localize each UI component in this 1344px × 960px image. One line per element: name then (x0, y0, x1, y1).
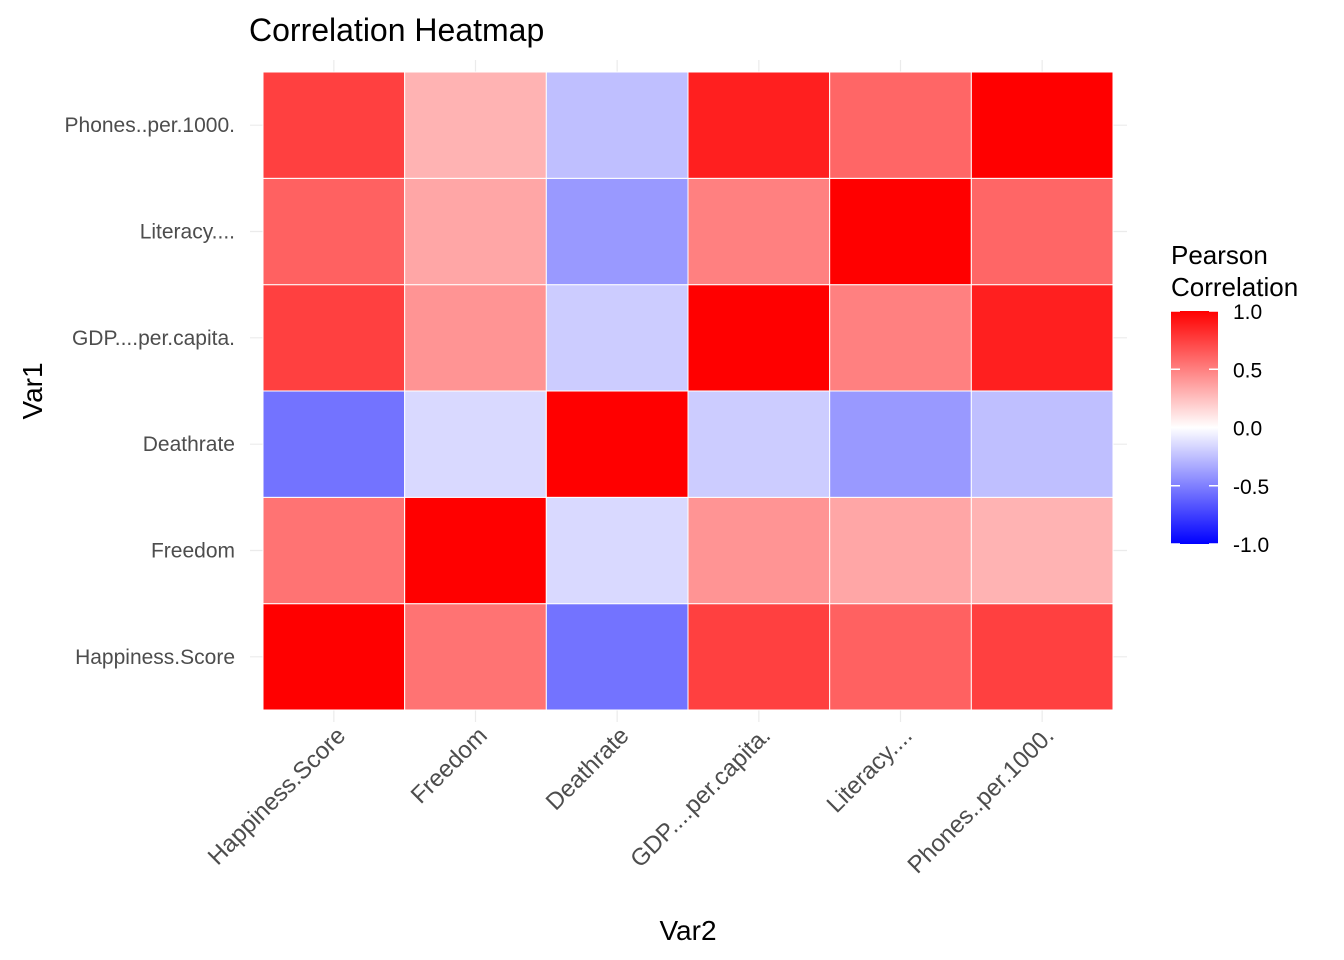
heatmap-cell-literacy-gdp-per-capita (687, 177, 831, 286)
heatmap-cell-phones-per-1000-phones-per-1000 (970, 71, 1114, 179)
x-tick-label: GDP....per.capita. (625, 722, 776, 873)
heatmap-cell-gdp-per-capita-deathrate (545, 284, 689, 392)
heatmap-cell-literacy-deathrate (545, 177, 689, 286)
heatmap-cell-gdp-per-capita-gdp-per-capita (687, 284, 831, 392)
y-tick-label: Happiness.Score (75, 646, 235, 669)
legend-tick-label: 0.0 (1233, 418, 1262, 441)
x-tick-label: Freedom (406, 722, 493, 809)
heatmap-cell-gdp-per-capita-phones-per-1000 (970, 284, 1114, 392)
y-tick-label: Phones..per.1000. (65, 114, 235, 137)
heatmap-cell-gdp-per-capita-happiness-score (262, 284, 406, 392)
heatmap-cell-freedom-literacy (829, 496, 972, 605)
heatmap-cells (262, 71, 1114, 711)
chart-title: Correlation Heatmap (249, 12, 544, 48)
heatmap-cell-gdp-per-capita-literacy (829, 284, 972, 392)
heatmap-cell-deathrate-gdp-per-capita (687, 390, 831, 498)
x-tick-label: Happiness.Score (203, 722, 351, 870)
heatmap-cell-freedom-phones-per-1000 (970, 496, 1114, 605)
heatmap-cell-happiness-score-literacy (829, 603, 972, 711)
heatmap-cell-deathrate-deathrate (545, 390, 689, 498)
heatmap-cell-happiness-score-gdp-per-capita (687, 603, 831, 711)
x-tick-label: Phones..per.1000. (903, 722, 1060, 879)
heatmap-cell-deathrate-literacy (829, 390, 972, 498)
heatmap-cell-freedom-gdp-per-capita (687, 496, 831, 605)
heatmap-cell-freedom-happiness-score (262, 496, 406, 605)
heatmap-cell-gdp-per-capita-freedom (404, 284, 547, 392)
heatmap-cell-freedom-deathrate (545, 496, 689, 605)
x-axis-ticks: Happiness.Score Freedom DeathrateGDP....pe… (203, 722, 1060, 879)
heatmap-cell-deathrate-happiness-score (262, 390, 406, 498)
heatmap-cell-phones-per-1000-deathrate (545, 71, 689, 179)
y-tick-label: GDP....per.capita. (72, 327, 235, 350)
y-tick-label: Literacy.... (140, 221, 235, 244)
heatmap-cell-literacy-freedom (404, 177, 547, 286)
heatmap-cell-literacy-happiness-score (262, 177, 406, 286)
heatmap-cell-literacy-literacy (829, 177, 972, 286)
heatmap-cell-deathrate-freedom (404, 390, 547, 498)
heatmap-cell-phones-per-1000-freedom (404, 71, 547, 179)
heatmap-cell-literacy-phones-per-1000 (970, 177, 1114, 286)
legend: Pearson Correlation 1.0 0.5 0.0 -0.5 -1.0 (1171, 240, 1298, 557)
legend-ticks: 1.0 0.5 0.0 -0.5 -1.0 (1171, 301, 1269, 557)
heatmap-cell-deathrate-phones-per-1000 (970, 390, 1114, 498)
x-tick-label: Deathrate (541, 722, 635, 816)
legend-tick-label: 0.5 (1233, 359, 1262, 382)
heatmap-cell-phones-per-1000-gdp-per-capita (687, 71, 831, 179)
y-axis-ticks: Happiness.Score Freedom Deathrate GDP....pe… (65, 114, 235, 669)
heatmap-cell-happiness-score-freedom (404, 603, 547, 711)
legend-tick-label: -1.0 (1233, 534, 1269, 557)
y-tick-label: Freedom (151, 540, 235, 563)
legend-title-line-1: Pearson (1171, 240, 1268, 270)
heatmap-cell-phones-per-1000-happiness-score (262, 71, 406, 179)
heatmap-cell-happiness-score-deathrate (545, 603, 689, 711)
y-tick-label: Deathrate (143, 433, 235, 456)
legend-title-line-2: Correlation (1171, 272, 1298, 302)
legend-tick-label: -0.5 (1233, 476, 1269, 499)
heatmap-cell-happiness-score-phones-per-1000 (970, 603, 1114, 711)
y-axis-title: Var1 (17, 362, 48, 419)
heatmap-cell-happiness-score-happiness-score (262, 603, 406, 711)
heatmap-cell-phones-per-1000-literacy (829, 71, 972, 179)
x-axis-title: Var2 (659, 915, 716, 946)
x-tick-label: Literacy.... (822, 722, 918, 818)
legend-tick-label: 1.0 (1233, 301, 1262, 324)
heatmap-cell-freedom-freedom (404, 496, 547, 605)
